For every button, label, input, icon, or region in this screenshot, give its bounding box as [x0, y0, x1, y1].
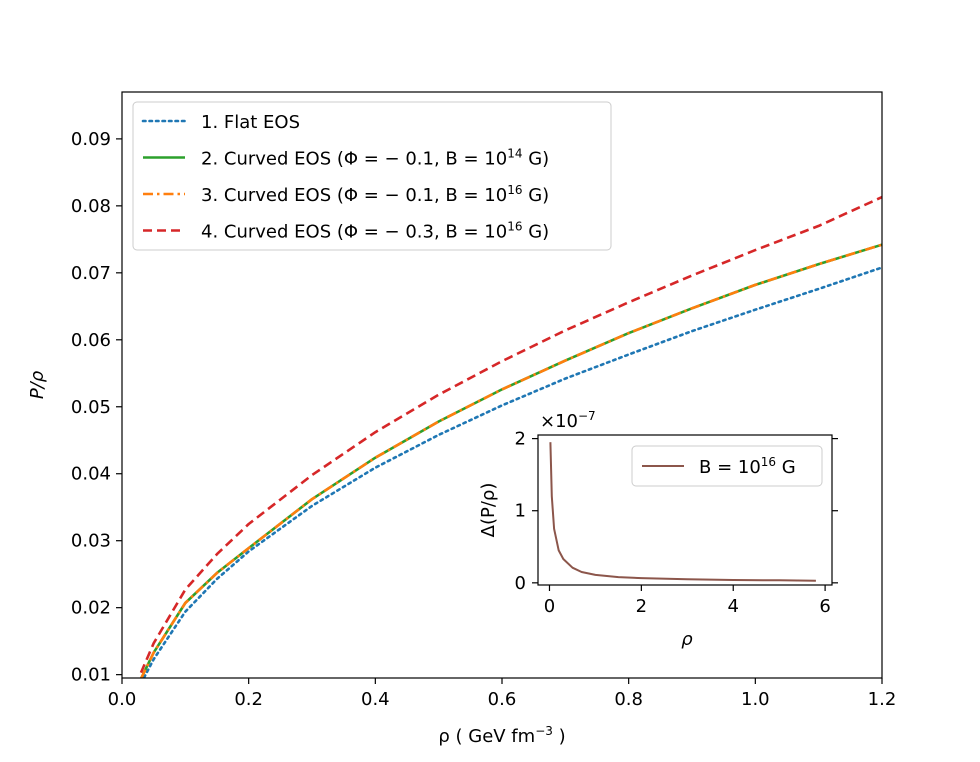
main-legend: 1. Flat EOS 2. Curved EOS (Φ = − 0.1, B =… — [132, 101, 612, 251]
inset-x-axis-label: ρ — [681, 629, 693, 650]
inset-x-tick-label: 0 — [544, 596, 555, 617]
legend-box — [132, 101, 612, 251]
y-tick-label: 0.04 — [71, 464, 111, 485]
x-axis-label: ρ ( GeV fm−3 ) — [438, 724, 565, 747]
y-tick-label: 0.03 — [71, 531, 111, 552]
legend-entry-1: 1. Flat EOS — [201, 112, 300, 133]
y-tick-label: 0.07 — [71, 263, 111, 284]
inset-x-tick-label: 2 — [636, 596, 647, 617]
inset-y-axis-label: Δ(P/ρ) — [478, 483, 499, 538]
x-tick-label: 0.4 — [361, 689, 390, 710]
x-tick-label: 0.8 — [614, 689, 643, 710]
inset-legend: B = 1016 G — [631, 445, 823, 487]
legend-entry-2: 2. Curved EOS (Φ = − 0.1, B = 1014 G) — [201, 147, 549, 170]
x-tick-label: 0.6 — [488, 689, 517, 710]
inset-legend-box — [631, 445, 823, 487]
y-tick-label: 0.01 — [71, 665, 111, 686]
series-line-3 — [139, 243, 882, 678]
inset-axis-multiplier: ×10−7 — [540, 409, 596, 432]
legend-entry-3: 3. Curved EOS (Φ = − 0.1, B = 1016 G) — [201, 183, 549, 206]
y-tick-label: 0.08 — [71, 196, 111, 217]
series-line-1 — [142, 266, 882, 678]
x-tick-label: 1.0 — [741, 689, 770, 710]
y-tick-label: 0.02 — [71, 598, 111, 619]
inset-series-line — [549, 442, 816, 582]
legend-entry-4: 4. Curved EOS (Φ = − 0.3, B = 1016 G) — [201, 220, 549, 243]
inset-legend-entry: B = 1016 G — [699, 455, 796, 478]
x-tick-label: 0.0 — [108, 689, 137, 710]
y-tick-label: 0.09 — [71, 129, 111, 150]
inset-x-tick-label: 6 — [819, 596, 830, 617]
inset-x-tick-label: 4 — [728, 596, 739, 617]
inset-y-tick-label: 0 — [515, 573, 526, 594]
y-axis-label: P/ρ — [27, 370, 48, 399]
y-tick-label: 0.06 — [71, 330, 111, 351]
inset-y-tick-label: 2 — [515, 429, 526, 450]
x-tick-label: 1.2 — [868, 689, 897, 710]
inset-y-tick-label: 1 — [515, 501, 526, 522]
y-tick-label: 0.05 — [71, 397, 111, 418]
x-tick-label: 0.2 — [234, 689, 263, 710]
